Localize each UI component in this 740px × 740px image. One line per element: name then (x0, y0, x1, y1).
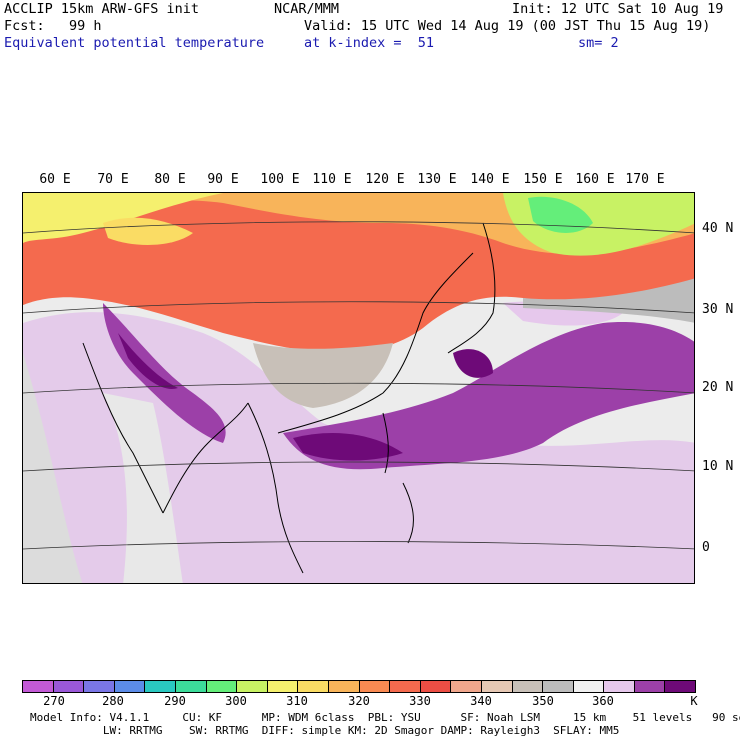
colorbar-swatch (390, 681, 421, 692)
colorbar-swatch (53, 681, 85, 692)
lat-line (23, 541, 694, 550)
purple-region-pacific (283, 322, 694, 470)
colorbar-tick: 320 (348, 694, 370, 708)
colorbar-swatch (451, 681, 482, 692)
colorbar-swatch (420, 681, 452, 692)
grey-band-pacific (523, 278, 694, 323)
lat-line (23, 301, 694, 314)
lat-line (23, 221, 694, 234)
model-title: ACCLIP 15km ARW-GFS init (4, 1, 200, 17)
philippines-coast (402, 482, 414, 544)
plateau-region (253, 343, 393, 408)
lat-label: 30 N (702, 302, 734, 317)
taiwan-coast (382, 412, 389, 474)
colorbar-swatch (573, 681, 605, 692)
colorbar-tick: 330 (409, 694, 431, 708)
colorbar-swatch (23, 681, 54, 692)
colorbar-swatch (237, 681, 268, 692)
grey-region (23, 353, 83, 583)
colorbar-tick: 280 (102, 694, 124, 708)
colorbar-tick: 300 (225, 694, 247, 708)
lon-label: 110 E (312, 172, 352, 187)
lon-label: 120 E (365, 172, 405, 187)
dark-purple-india (118, 333, 178, 389)
colorbar-swatch (665, 681, 696, 692)
lat-label: 40 N (702, 221, 734, 236)
lon-label: 160 E (575, 172, 615, 187)
colorbar-swatch (175, 681, 207, 692)
lon-label: 60 E (39, 172, 71, 187)
theta-e-field (23, 193, 694, 583)
japan-coast (447, 222, 496, 354)
field-name: Equivalent potential temperature (4, 35, 265, 51)
graticule (23, 221, 694, 550)
colorbar-tick: 310 (286, 694, 308, 708)
lat-label: 20 N (702, 380, 734, 395)
bay-of-bengal-coast (162, 402, 249, 514)
colorbar-swatch (145, 681, 176, 692)
lat-line (23, 461, 694, 472)
colorbar-swatch (84, 681, 115, 692)
green-patch (528, 196, 593, 233)
lon-label: 130 E (417, 172, 457, 187)
colorbar-swatch (114, 681, 146, 692)
lon-label: 80 E (154, 172, 186, 187)
colorbar-tick: 270 (43, 694, 65, 708)
colorbar-swatch (543, 681, 574, 692)
colorbar (22, 680, 696, 693)
smoothing-label: sm= 2 (578, 35, 619, 51)
lon-label: 150 E (523, 172, 563, 187)
colorbar-tick: 290 (164, 694, 186, 708)
yellow-band (23, 193, 223, 243)
institution-label: NCAR/MMM (274, 1, 340, 17)
level-index: at k-index = 51 (304, 35, 435, 51)
colorbar-swatch (328, 681, 360, 692)
model-info-line1: Model Info: V4.1.1 CU: KF MP: WDM 6class… (30, 711, 740, 724)
colorbar-swatch (634, 681, 666, 692)
colorbar-swatch (206, 681, 238, 692)
lon-label: 140 E (470, 172, 510, 187)
lat-line (23, 382, 694, 394)
lon-label: 170 E (625, 172, 665, 187)
colorbar-tick: 340 (470, 694, 492, 708)
init-time: Init: 12 UTC Sat 10 Aug 19 (512, 1, 724, 17)
indochina-coast (247, 402, 304, 574)
colorbar-tick: 350 (532, 694, 554, 708)
light-region (103, 393, 183, 583)
colorbar-unit: K (690, 694, 698, 708)
dark-purple-scs (293, 433, 403, 461)
colorbar-swatch (298, 681, 329, 692)
colorbar-swatch (481, 681, 513, 692)
lat-label: 0 (702, 540, 710, 555)
typhoon-core (453, 349, 493, 378)
forecast-hour: Fcst: 99 h (4, 18, 102, 34)
model-info-line2: LW: RRTMG SW: RRTMG DIFF: simple KM: 2D … (30, 724, 620, 737)
colorbar-swatch (267, 681, 299, 692)
colorbar-swatch (604, 681, 635, 692)
india-coast (82, 342, 164, 514)
lat-label: 10 N (702, 459, 734, 474)
lon-label: 70 E (97, 172, 129, 187)
purple-region-india (103, 303, 226, 443)
coastlines (82, 222, 496, 574)
colorbar-tick: 360 (592, 694, 614, 708)
lon-label: 100 E (260, 172, 300, 187)
lon-label: 90 E (207, 172, 239, 187)
colorbar-swatch (512, 681, 544, 692)
colorbar-swatch (359, 681, 391, 692)
valid-time: Valid: 15 UTC Wed 14 Aug 19 (00 JST Thu … (304, 18, 711, 34)
map-panel (22, 192, 695, 584)
china-coast (277, 252, 474, 434)
